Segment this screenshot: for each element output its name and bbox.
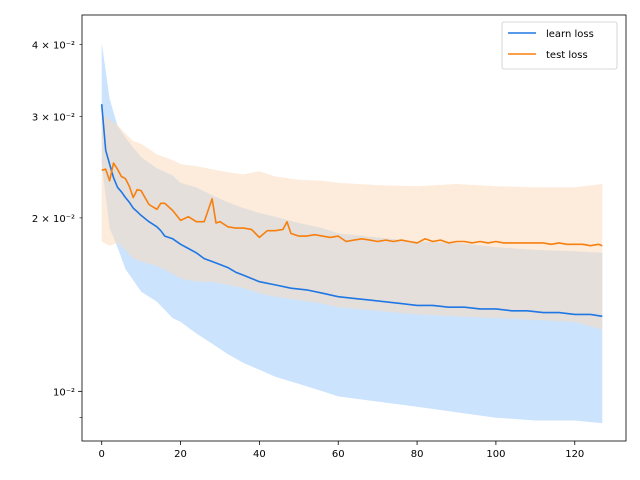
series-line-test — [101, 162, 603, 247]
band-test — [101, 112, 603, 330]
x-tick-label: 100 — [486, 449, 505, 460]
legend: learn loss test loss — [501, 21, 618, 70]
line-layer — [100, 104, 603, 318]
y-tick-label: 10⁻² — [53, 387, 75, 398]
series-line-learn — [100, 104, 603, 318]
x-tick-label: 120 — [565, 449, 584, 460]
legend-label-test: test loss — [546, 50, 588, 61]
x-tick-label: 0 — [99, 449, 105, 460]
y-tick-label: 2 × 10⁻² — [32, 214, 75, 225]
x-axis: 0 20 40 60 80 100 120 — [99, 441, 584, 460]
y-tick-label: 3 × 10⁻² — [32, 112, 75, 123]
legend-label-learn: learn loss — [546, 29, 594, 40]
x-tick-label: 40 — [253, 449, 266, 460]
band-learn — [101, 42, 603, 424]
plot-frame — [81, 14, 627, 442]
x-tick-label: 80 — [411, 449, 424, 460]
y-axis: 10⁻² 2 × 10⁻² 3 × 10⁻² 4 × 10⁻² — [32, 40, 82, 419]
y-tick-label: 4 × 10⁻² — [32, 40, 75, 51]
x-tick-label: 60 — [332, 449, 345, 460]
band-layer — [101, 42, 603, 424]
x-tick-label: 20 — [174, 449, 187, 460]
